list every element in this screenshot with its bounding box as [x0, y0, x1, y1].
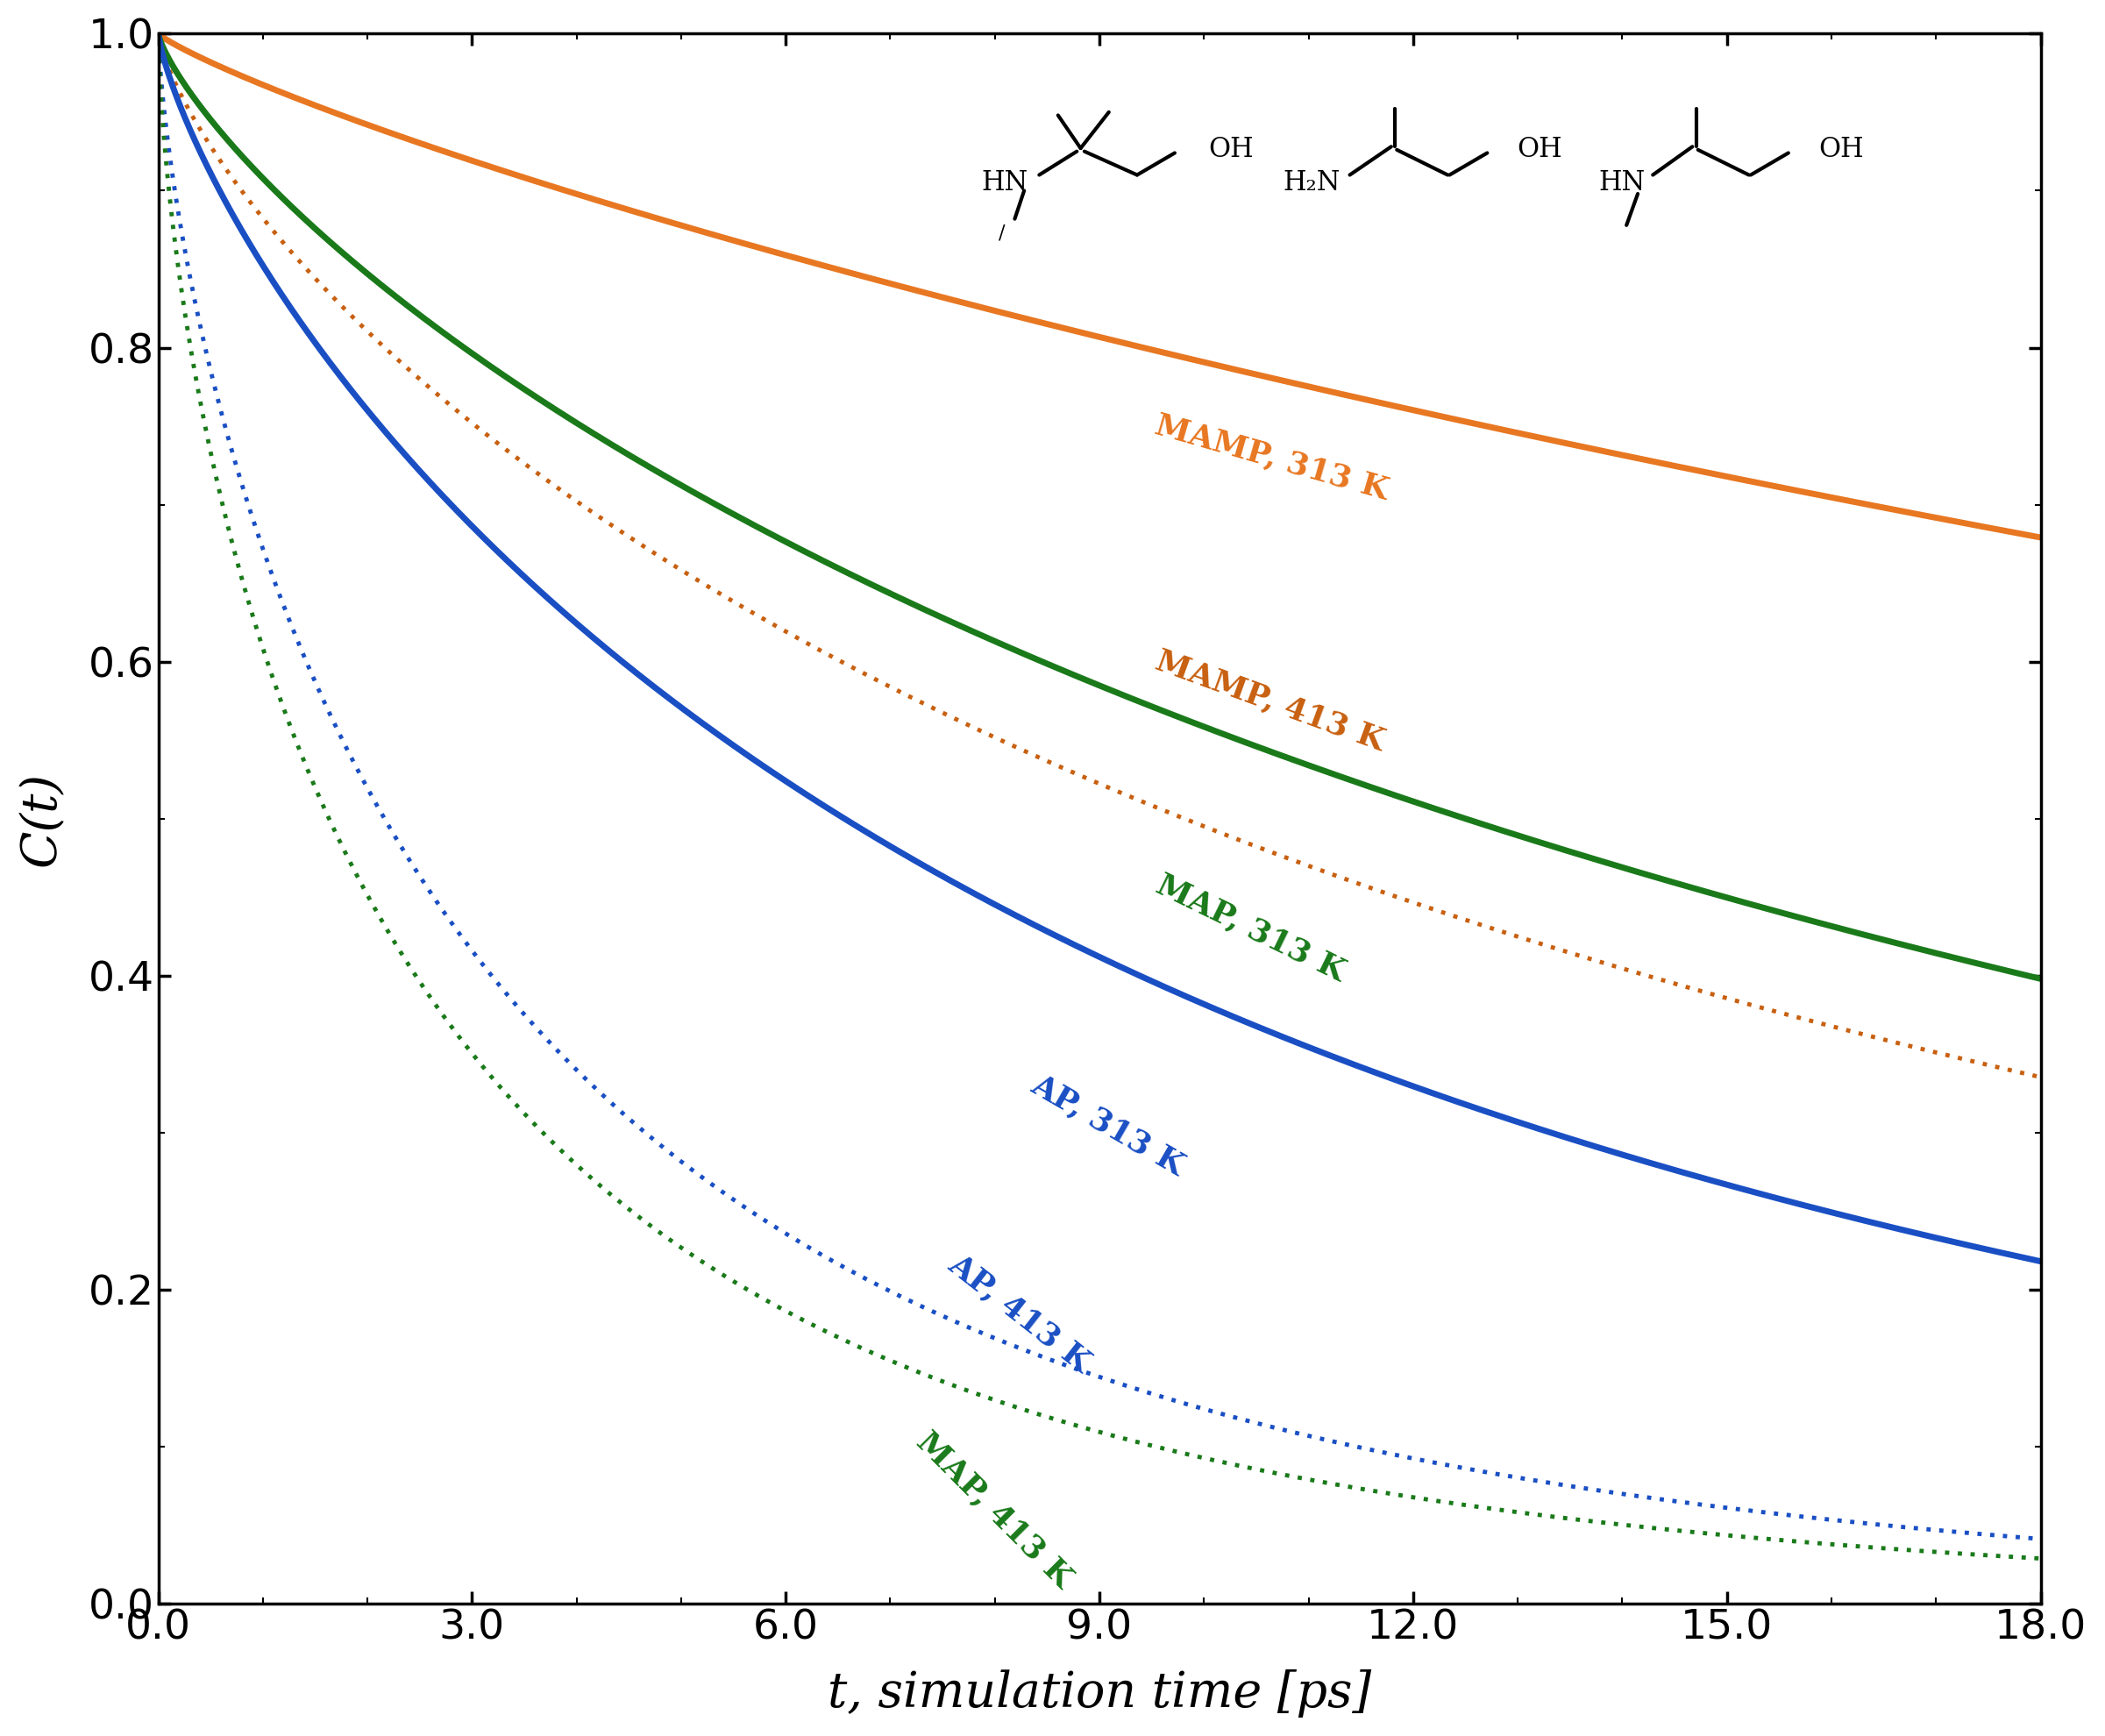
Text: AP, 313 K: AP, 313 K	[1027, 1069, 1189, 1180]
Text: /: /	[998, 224, 1004, 243]
Text: H₂N: H₂N	[1282, 168, 1341, 196]
Text: AP, 413 K: AP, 413 K	[943, 1248, 1097, 1378]
Text: OH: OH	[1208, 135, 1255, 163]
Text: HN: HN	[1598, 168, 1646, 196]
Y-axis label: C(t): C(t)	[19, 771, 65, 866]
Text: MAP, 413 K: MAP, 413 K	[911, 1427, 1078, 1594]
Text: MAP, 313 K: MAP, 313 K	[1151, 870, 1349, 988]
Text: MAMP, 313 K: MAMP, 313 K	[1151, 410, 1391, 505]
Text: HN: HN	[981, 168, 1027, 196]
Text: MAMP, 413 K: MAMP, 413 K	[1151, 646, 1389, 757]
Text: OH: OH	[1518, 135, 1562, 163]
Text: OH: OH	[1819, 135, 1863, 163]
X-axis label: t, simulation time [ps]: t, simulation time [ps]	[827, 1670, 1370, 1717]
